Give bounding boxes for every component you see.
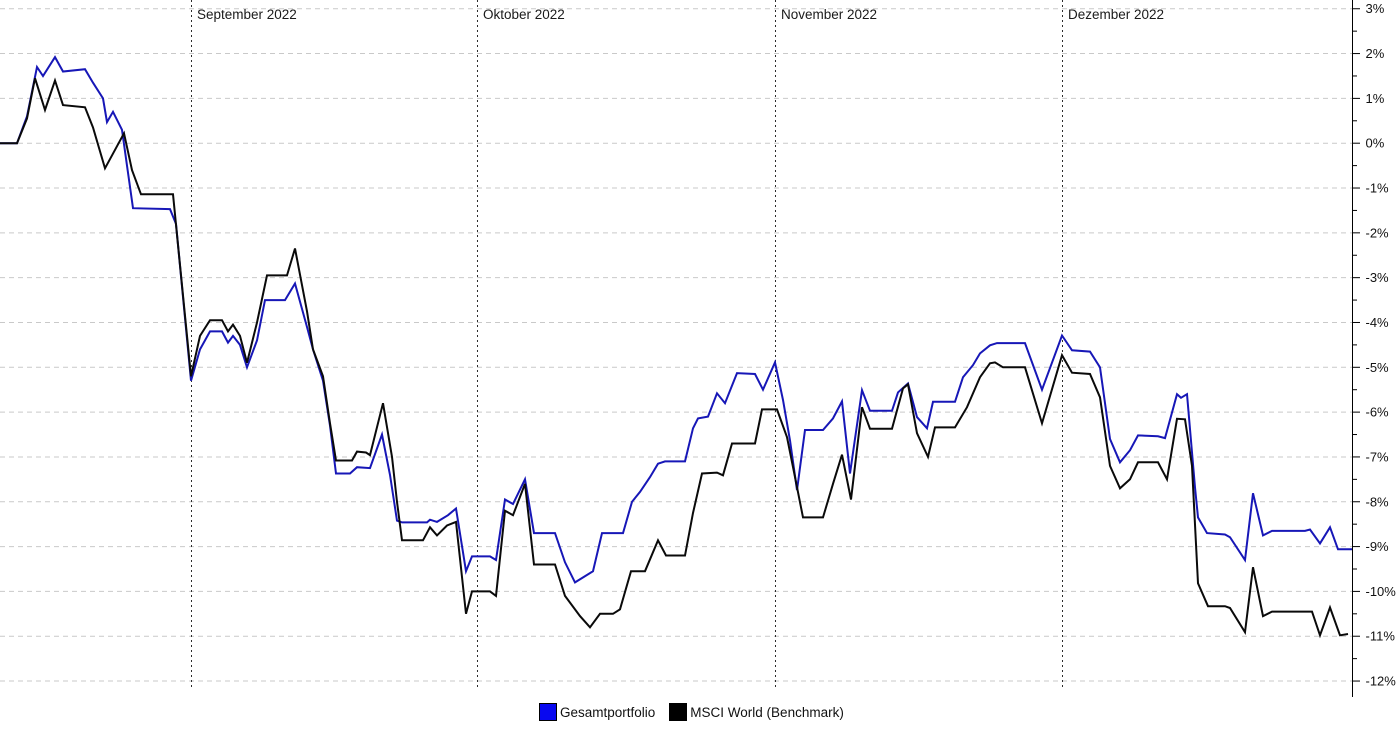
series-lines — [0, 55, 1352, 639]
legend-item-msci-world: MSCI World (Benchmark) — [669, 703, 844, 721]
y-tick-label: -12% — [1366, 674, 1397, 689]
y-axis: 3% 2% 1% 0% -1% -2% -3% -4% -5% -6% -7% -8% -9% -10% -… — [1352, 0, 1397, 697]
month-label: Dezember 2022 — [1068, 7, 1164, 22]
series-line-msci-world — [0, 77, 1349, 639]
y-tick-label: -9% — [1366, 539, 1390, 554]
legend-item-gesamtportfolio: Gesamtportfolio — [539, 703, 655, 721]
month-label: Oktober 2022 — [483, 7, 565, 22]
month-markers: September 2022 Oktober 2022 November 2022 D… — [191, 0, 1164, 690]
y-tick-label: 0% — [1366, 136, 1385, 151]
chart-plot-area: September 2022 Oktober 2022 November 2022 D… — [0, 0, 1397, 697]
y-tick-label: -4% — [1366, 315, 1390, 330]
y-tick-label: 1% — [1366, 91, 1385, 106]
month-label: November 2022 — [781, 7, 877, 22]
benchmark-color-swatch-icon — [669, 703, 688, 721]
portfolio-color-swatch-icon — [539, 703, 557, 721]
chart-legend: Gesamtportfolio MSCI World (Benchmark) — [539, 703, 844, 721]
horizontal-gridlines — [0, 8, 1352, 682]
month-label: September 2022 — [197, 7, 297, 22]
y-tick-label: -3% — [1366, 270, 1390, 285]
y-tick-label: -10% — [1366, 584, 1397, 599]
series-line-gesamtportfolio — [0, 55, 1352, 584]
y-tick-label: -5% — [1366, 360, 1390, 375]
y-tick-label: -1% — [1366, 181, 1390, 196]
y-tick-label: -11% — [1366, 629, 1396, 644]
y-tick-label: 2% — [1366, 46, 1385, 61]
legend-label: Gesamtportfolio — [560, 704, 656, 720]
y-tick-label: -8% — [1366, 494, 1390, 509]
y-tick-label: 3% — [1366, 1, 1385, 16]
y-tick-label: -2% — [1366, 225, 1390, 240]
y-tick-label: -7% — [1366, 449, 1390, 464]
legend-label: MSCI World (Benchmark) — [690, 704, 844, 720]
y-tick-label: -6% — [1366, 405, 1390, 420]
